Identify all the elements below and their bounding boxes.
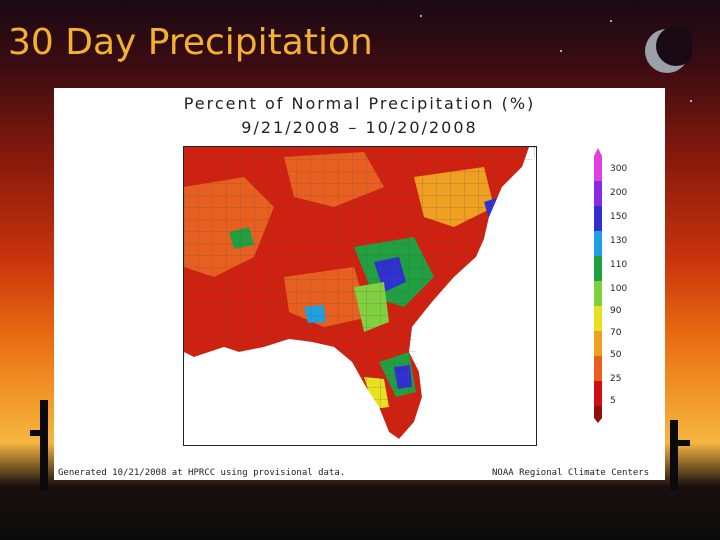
- cactus-silhouette: [40, 400, 48, 490]
- legend-label: 110: [610, 260, 628, 270]
- map-footer-generated: Generated 10/21/2008 at HPRCC using prov…: [58, 468, 346, 478]
- precipitation-map: [183, 146, 537, 446]
- star: [120, 60, 122, 62]
- moon-icon: [645, 26, 692, 73]
- star: [560, 50, 562, 52]
- legend-label: 25: [610, 374, 622, 384]
- legend-label: 90: [610, 306, 622, 316]
- legend-label: 5: [610, 396, 616, 406]
- star: [610, 20, 612, 22]
- cactus-silhouette: [678, 440, 690, 446]
- legend-label: 200: [610, 188, 628, 198]
- legend-label: 150: [610, 212, 628, 222]
- slide-title: 30 Day Precipitation: [8, 22, 373, 63]
- cactus-silhouette: [30, 430, 42, 436]
- star: [420, 15, 422, 17]
- map-panel: Percent of Normal Precipitation (%) 9/21…: [54, 88, 665, 480]
- map-footer-source: NOAA Regional Climate Centers: [492, 468, 650, 478]
- map-date-range: 9/21/2008 – 10/20/2008: [241, 118, 478, 137]
- legend-label: 50: [610, 350, 622, 360]
- legend-label: 100: [610, 284, 628, 294]
- legend-color-bar: [594, 148, 602, 423]
- legend-label: 130: [610, 236, 628, 246]
- cactus-silhouette: [670, 420, 678, 490]
- legend-label: 70: [610, 328, 622, 338]
- map-title: Percent of Normal Precipitation (%): [183, 94, 536, 113]
- star: [690, 100, 692, 102]
- legend-label: 300: [610, 164, 628, 174]
